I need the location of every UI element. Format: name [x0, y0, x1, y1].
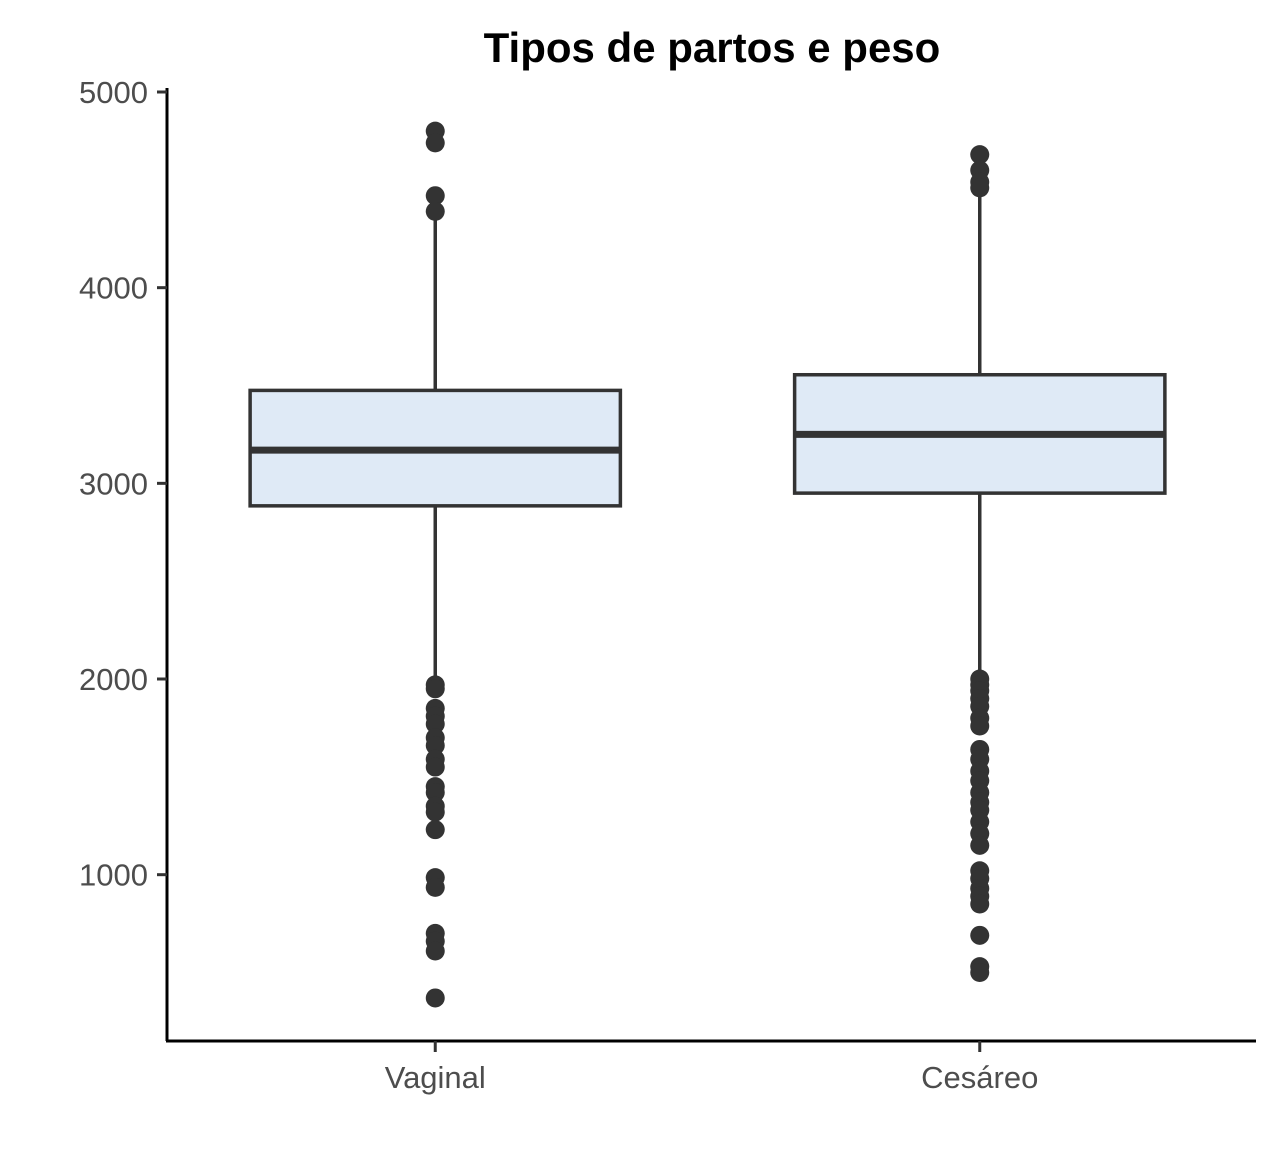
- outlier-point: [970, 716, 990, 736]
- ticks-layer: 1000 2000 3000 4000 5000 Vaginal Cesáreo: [79, 75, 1038, 1095]
- outlier-point: [425, 679, 445, 699]
- outlier-point: [425, 820, 445, 840]
- outlier-point: [425, 186, 445, 206]
- outlier-point: [970, 963, 990, 983]
- outlier-point: [425, 941, 445, 961]
- axes-layer: [165, 88, 1256, 1043]
- y-tick-label: 2000: [79, 662, 148, 697]
- box-group-2: [792, 145, 1167, 983]
- outlier-point: [970, 178, 990, 198]
- outlier-point: [425, 201, 445, 221]
- outlier-point: [970, 925, 990, 945]
- x-tick-label: Vaginal: [385, 1060, 486, 1095]
- outlier-point: [425, 757, 445, 777]
- outlier-point: [425, 802, 445, 822]
- y-tick-label: 3000: [79, 466, 148, 501]
- outlier-point: [970, 145, 990, 165]
- outlier-point: [425, 988, 445, 1008]
- x-tick-label: Cesáreo: [921, 1060, 1038, 1095]
- chart-title: Tipos de partos e peso: [484, 24, 941, 71]
- outlier-point: [425, 782, 445, 802]
- box-group-1: [248, 121, 623, 1008]
- outlier-point: [970, 835, 990, 855]
- y-tick-label: 1000: [79, 858, 148, 893]
- boxes-layer: [248, 121, 1167, 1008]
- outlier-point: [425, 877, 445, 897]
- outlier-point: [425, 133, 445, 153]
- outlier-point: [425, 714, 445, 734]
- outlier-point: [970, 894, 990, 914]
- outlier-point: [425, 736, 445, 756]
- y-tick-label: 4000: [79, 271, 148, 306]
- y-tick-label: 5000: [79, 75, 148, 110]
